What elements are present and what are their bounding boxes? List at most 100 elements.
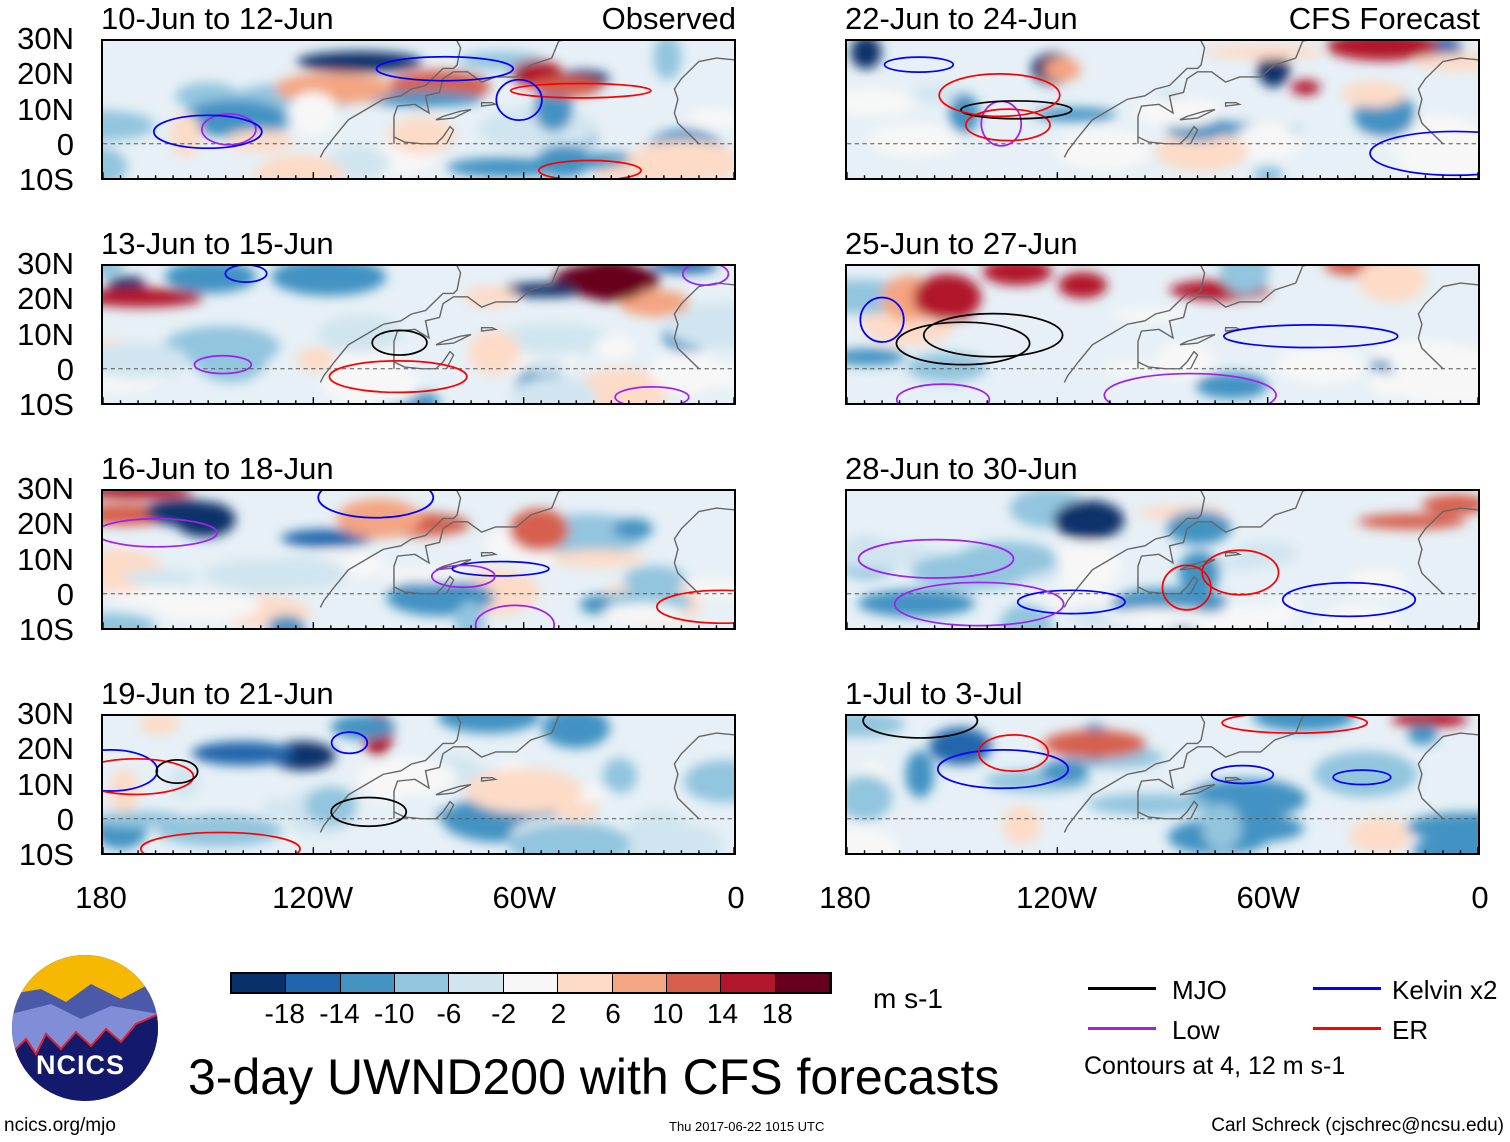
wind-anomaly-blob [1422,494,1478,515]
lat-label: 30N [17,246,74,281]
wind-anomaly-blob [281,529,373,548]
lat-label: 30N [17,696,74,731]
wind-anomaly-blob [446,157,563,178]
panel-right-4-map [845,714,1480,855]
wave-contour [1103,372,1277,403]
legend-line-kelvin-x2 [1313,987,1381,990]
coastline [1417,732,1478,820]
coastline [1137,491,1307,594]
coastline [1179,108,1216,121]
lon-label: 0 [1471,880,1489,915]
lat-label: 20N [17,731,74,767]
coastline [1224,101,1243,107]
legend-label: Kelvin x2 [1392,975,1498,1005]
panel-tag: Observed [601,1,736,36]
colorbar-swatch [558,974,613,992]
wind-anomaly-blob [572,266,650,302]
colorbar-swatch [449,974,504,992]
wind-anomaly-blob [905,750,935,798]
colorbar-swatch [612,974,667,992]
wind-anomaly-blob [1033,107,1117,122]
wind-anomaly-blob [906,352,987,383]
wind-anomaly-blob [847,716,905,737]
coastline [393,491,563,594]
wind-anomaly-blob [1347,568,1408,597]
colorbar-tick: 18 [761,998,793,1029]
wave-contour [922,312,1064,358]
lat-label: 0 [56,801,74,837]
coastline [1063,491,1206,608]
wind-anomaly-blob [1341,80,1406,108]
wind-anomaly-blob [1040,759,1089,784]
coastline [393,575,455,595]
wind-anomaly-blob [103,491,193,499]
panel-left-2-map [101,264,736,405]
wind-anomaly-blob [574,368,670,403]
footer-url[interactable]: ncics.org/mjo [4,1115,116,1136]
wind-anomaly-blob [1058,272,1108,299]
wave-contour [1210,764,1275,785]
wind-anomaly-blob [850,41,882,70]
wind-anomaly-blob [1104,608,1216,627]
legend-label: Low [1172,1015,1220,1045]
wind-anomaly-blob [665,302,734,350]
wind-anomaly-blob [613,518,654,539]
wave-contour [859,296,905,343]
wind-anomaly-blob [1166,510,1231,545]
wind-anomaly-blob [1290,80,1321,96]
footer-author: Carl Schreck (cjschrec@ncsu.edu) [1211,1115,1504,1136]
wind-anomaly-blob [847,87,916,117]
wind-anomaly-blob [1357,513,1467,530]
wind-anomaly-blob [999,603,1054,628]
panel-title: 10-Jun to 12-Jun [101,1,334,36]
wind-anomaly-blob [847,825,900,853]
wave-contour [1221,716,1369,734]
wave-contour [893,581,1065,627]
colorbar-tick: 2 [550,998,567,1029]
colorbar-swatch [503,974,559,992]
wind-anomaly-blob [1055,128,1151,171]
coastline [435,783,472,796]
wave-contour [1369,130,1478,177]
wave-contour [224,266,268,283]
wind-anomaly-blob [151,592,260,622]
wind-anomaly-blob [262,799,291,818]
figure-title: 3-day UWND200 with CFS forecasts [188,1049,1000,1105]
wind-anomaly-blob [169,113,202,158]
wind-anomaly-blob [1187,778,1307,820]
wave-contour [857,538,1015,579]
colorbar-tick: -6 [436,998,462,1029]
legend-line-low [1088,1027,1156,1030]
coastline [480,776,499,782]
wave-contour [895,383,991,403]
coastline [393,41,563,144]
lon-label: 60W [1236,880,1301,915]
wave-contour [430,564,496,589]
wind-anomaly-blob [1350,817,1411,853]
coastline [393,800,455,820]
panel-title: 28-Jun to 30-Jun [845,451,1078,486]
wind-anomaly-blob [1414,52,1478,71]
legend-label: ER [1392,1015,1429,1045]
legend-line-er [1313,1027,1381,1030]
wind-anomaly-blob [365,91,483,107]
wave-contour [1016,589,1126,615]
coastline [1137,41,1307,144]
wind-anomaly-blob [911,552,1029,590]
wind-anomaly-blob [318,314,402,354]
wind-anomaly-blob [274,72,393,105]
panel-left-4-map [101,714,736,855]
wave-contour [883,56,955,74]
wind-anomaly-blob [380,567,475,583]
wind-anomaly-blob [103,811,187,828]
footer-timestamp: Thu 2017-06-22 1015 UTC [669,1119,825,1134]
wave-contour [328,360,468,394]
panel-right-3-map [845,489,1480,630]
wind-anomaly-blob [191,741,295,766]
colorbar-swatch [666,974,722,992]
wave-contour [1222,324,1399,349]
panel-title: 22-Jun to 24-Jun [845,1,1078,36]
wind-anomaly-blob [144,498,220,526]
panel-tag: CFS Forecast [1288,1,1480,36]
